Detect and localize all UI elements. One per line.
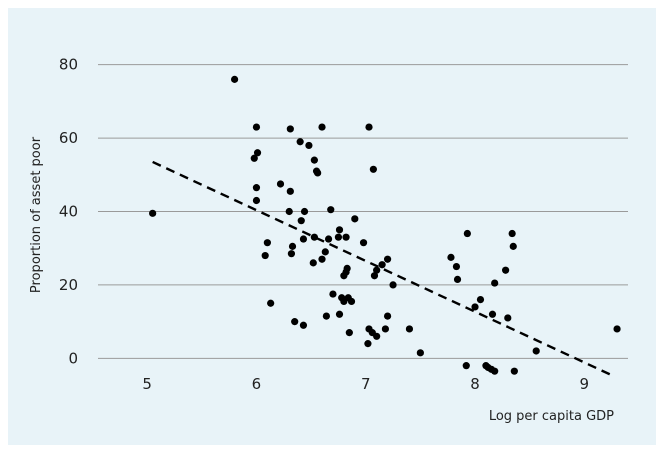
- data-point: [452, 262, 461, 271]
- data-point: [318, 255, 326, 263]
- data-point: [250, 154, 258, 162]
- data-point: [310, 233, 318, 241]
- data-point: [252, 184, 261, 192]
- data-point: [230, 75, 239, 83]
- data-point: [253, 149, 262, 157]
- gridlines: [98, 64, 628, 359]
- data-point: [471, 303, 479, 311]
- data-point: [463, 229, 471, 238]
- x-axis-label: Log per capita GDP: [489, 409, 614, 424]
- data-point: [383, 255, 392, 263]
- data-point: [510, 367, 518, 375]
- data-point: [286, 125, 294, 133]
- data-point: [383, 312, 392, 320]
- data-point: [300, 207, 309, 216]
- data-point: [299, 235, 308, 243]
- data-point: [342, 233, 350, 241]
- x-tick-label: 8: [470, 375, 480, 393]
- data-point: [613, 325, 621, 333]
- data-point: [389, 281, 397, 289]
- data-point: [334, 233, 343, 241]
- x-tick-label: 6: [252, 375, 262, 393]
- data-point: [351, 215, 359, 223]
- y-tick-labels: 0 20 40 60 80: [59, 56, 78, 368]
- data-point: [504, 314, 512, 322]
- y-tick-label: 40: [59, 203, 78, 221]
- data-point: [416, 349, 424, 357]
- data-point: [263, 239, 271, 247]
- data-point: [453, 275, 462, 284]
- data-point: [291, 318, 299, 326]
- data-point: [285, 207, 293, 216]
- data-point: [267, 299, 275, 307]
- y-tick-label: 60: [59, 129, 78, 147]
- data-point: [276, 180, 285, 188]
- data-point: [491, 367, 499, 375]
- data-point: [318, 123, 326, 131]
- data-point: [369, 165, 377, 173]
- data-point: [343, 264, 351, 272]
- data-point: [327, 206, 335, 214]
- x-tick-label: 9: [580, 375, 590, 393]
- data-point: [347, 297, 356, 306]
- y-tick-label: 20: [59, 276, 78, 294]
- data-point: [261, 251, 269, 260]
- data-point: [378, 261, 386, 269]
- data-point: [476, 295, 485, 304]
- data-point: [324, 235, 333, 243]
- data-point: [364, 340, 372, 348]
- data-point: [381, 325, 390, 333]
- data-point: [321, 248, 329, 256]
- data-point: [329, 290, 337, 298]
- data-point: [373, 332, 381, 340]
- data-point: [509, 242, 517, 250]
- data-point: [447, 253, 455, 261]
- data-point: [305, 141, 313, 150]
- data-point: [314, 169, 322, 177]
- data-point: [335, 310, 344, 318]
- data-point: [359, 239, 368, 247]
- data-point: [286, 187, 294, 195]
- data-point: [462, 362, 470, 370]
- data-point: [370, 272, 379, 280]
- y-tick-label: 80: [59, 56, 78, 74]
- data-point: [252, 196, 261, 205]
- data-point: [299, 321, 308, 329]
- data-point: [288, 242, 297, 250]
- data-point: [287, 250, 296, 258]
- data-point: [365, 123, 373, 131]
- data-point: [491, 279, 499, 287]
- data-point: [405, 325, 414, 333]
- y-axis-label: Proportion of asset poor: [29, 136, 44, 293]
- x-tick-label: 5: [142, 375, 152, 393]
- x-tick-labels: 5 6 7 8 9: [142, 375, 589, 393]
- chart-panel: 0 20 40 60 80 5 6 7 8 9 Log per capita GDP Propo…: [8, 8, 656, 445]
- y-tick-label: 0: [68, 349, 78, 367]
- data-point: [335, 226, 344, 234]
- data-point: [502, 266, 510, 274]
- data-point: [252, 123, 261, 131]
- x-tick-label: 7: [361, 375, 371, 393]
- data-point: [345, 329, 353, 337]
- data-point: [508, 229, 516, 238]
- data-point: [322, 312, 330, 320]
- data-point: [488, 310, 497, 318]
- scatter-chart: 0 20 40 60 80 5 6 7 8 9 Log per capita GDP Propo…: [29, 56, 628, 424]
- data-point: [149, 209, 157, 217]
- data-point: [297, 217, 305, 225]
- trend-line: [152, 160, 616, 378]
- data-point: [309, 259, 317, 267]
- data-point: [296, 138, 304, 146]
- data-point: [532, 347, 540, 355]
- data-points: [149, 75, 621, 375]
- data-point: [373, 266, 381, 274]
- data-point: [310, 156, 318, 164]
